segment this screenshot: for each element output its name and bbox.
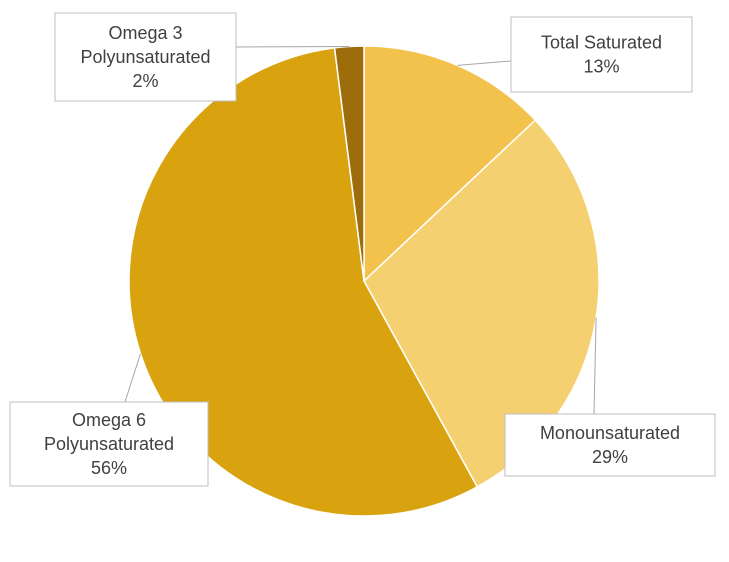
data-label-percent: 29%	[592, 447, 628, 467]
callout-monounsaturated: Monounsaturated 29%	[504, 413, 716, 477]
data-label-name: Polyunsaturated	[80, 47, 210, 67]
data-label-name: Total Saturated	[541, 33, 662, 53]
callout-labels: Total Saturated 13% Monounsaturated 29% Omeg…	[9, 12, 716, 487]
callout-box	[510, 16, 693, 93]
callout-box	[54, 12, 237, 102]
leader-line-omega-3-polyunsaturated	[235, 45, 350, 48]
leader-line-monounsaturated	[593, 317, 597, 415]
data-label-name: Omega 6	[72, 410, 146, 430]
pie-slices	[128, 45, 600, 517]
leader-line-total-saturated	[457, 60, 512, 66]
data-label-name: Monounsaturated	[540, 423, 680, 443]
data-label-percent: 2%	[132, 71, 158, 91]
callout-total-saturated: Total Saturated 13%	[510, 16, 693, 93]
data-label-name: Polyunsaturated	[44, 434, 174, 454]
data-label-name: Omega 3	[108, 23, 182, 43]
data-label-percent: 13%	[583, 57, 619, 77]
callout-omega-3-polyunsaturated: Omega 3 Polyunsaturated 2%	[54, 12, 237, 102]
callout-box	[9, 401, 209, 487]
callout-box	[504, 413, 716, 477]
data-label-percent: 56%	[91, 458, 127, 478]
pie-slice-omega-3-polyunsaturated	[333, 45, 365, 282]
leader-line-omega-6-polyunsaturated	[124, 353, 141, 403]
callout-leaders	[124, 45, 597, 415]
callout-omega-6-polyunsaturated: Omega 6 Polyunsaturated 56%	[9, 401, 209, 487]
